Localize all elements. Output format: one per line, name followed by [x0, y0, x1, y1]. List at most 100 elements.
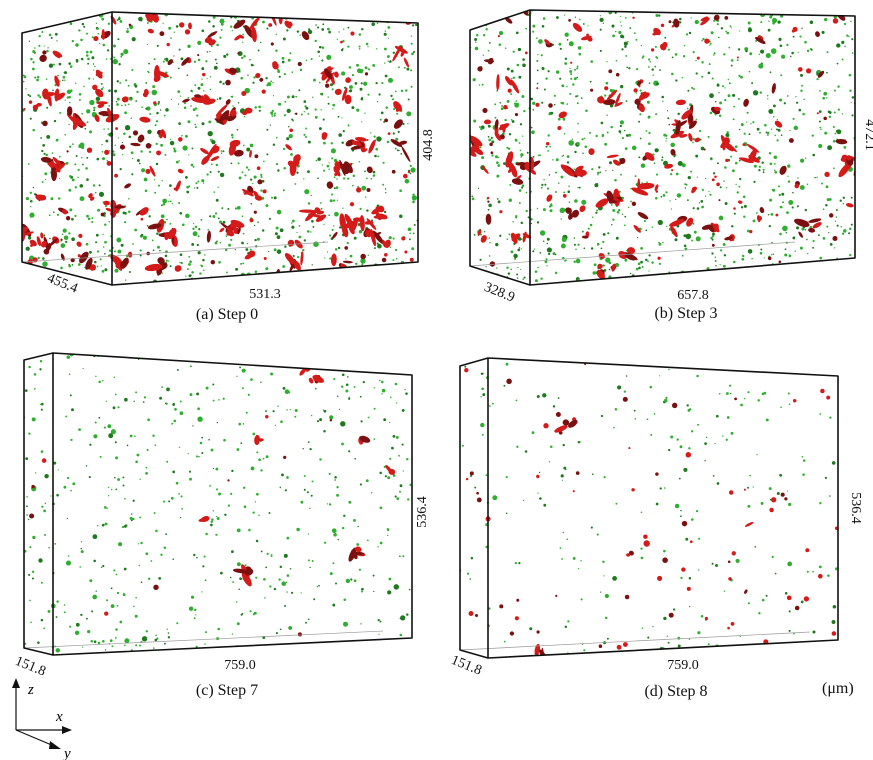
- green-particle: [282, 189, 285, 192]
- green-particle: [70, 89, 73, 92]
- green-particle: [214, 212, 218, 215]
- green-particle: [268, 250, 270, 253]
- green-particle: [625, 100, 628, 103]
- red-cluster: [334, 71, 339, 78]
- green-particle: [209, 138, 212, 141]
- red-particle: [156, 150, 162, 156]
- green-particle: [299, 34, 301, 36]
- green-particle: [829, 495, 831, 497]
- green-particle: [161, 386, 164, 389]
- green-particle: [108, 249, 112, 252]
- green-particle: [318, 55, 321, 57]
- green-particle: [617, 385, 622, 390]
- red-cluster: [207, 31, 218, 38]
- green-particle: [197, 407, 200, 411]
- green-particle: [749, 52, 753, 56]
- red-particle: [391, 169, 396, 174]
- green-particle: [661, 95, 664, 99]
- green-particle: [94, 260, 97, 264]
- green-particle: [393, 108, 396, 111]
- red-particle: [404, 250, 408, 254]
- green-particle: [562, 117, 564, 120]
- red-cluster: [815, 31, 820, 37]
- green-particle: [716, 162, 719, 165]
- green-particle: [139, 478, 141, 481]
- green-particle: [735, 558, 740, 563]
- box-side-face: [21, 11, 113, 286]
- red-cluster: [483, 119, 492, 125]
- green-particle: [783, 102, 786, 105]
- green-particle: [590, 526, 593, 529]
- green-particle: [507, 147, 511, 150]
- green-particle: [603, 575, 605, 577]
- green-particle: [112, 406, 116, 410]
- red-cluster: [342, 166, 350, 175]
- green-particle: [184, 102, 186, 105]
- red-cluster: [359, 435, 371, 443]
- green-particle: [151, 239, 154, 242]
- green-particle: [86, 54, 89, 57]
- red-particle: [265, 415, 269, 419]
- green-particle: [173, 419, 177, 423]
- green-particle: [336, 486, 339, 489]
- green-particle: [788, 280, 790, 282]
- green-particle: [348, 396, 350, 398]
- green-particle: [831, 370, 833, 372]
- green-particle: [613, 426, 615, 429]
- green-particle: [692, 222, 695, 225]
- green-particle: [564, 57, 568, 61]
- red-cluster: [499, 134, 505, 140]
- red-particle: [555, 412, 561, 417]
- green-particle: [32, 186, 35, 189]
- green-particle: [804, 157, 807, 159]
- green-particle: [131, 173, 134, 176]
- green-particle: [36, 78, 39, 82]
- green-particle: [139, 516, 142, 519]
- green-particle: [409, 164, 412, 168]
- green-particle: [218, 97, 222, 100]
- green-particle: [624, 17, 627, 19]
- red-cluster: [392, 46, 402, 62]
- green-particle: [486, 10, 488, 11]
- green-particle: [276, 163, 278, 166]
- green-particle: [718, 36, 720, 39]
- green-particle: [157, 184, 161, 187]
- green-particle: [160, 214, 165, 219]
- green-particle: [101, 17, 105, 21]
- green-particle: [91, 220, 94, 224]
- dim-z-label: 404.8: [421, 129, 436, 161]
- green-particle: [265, 267, 269, 271]
- green-particle: [670, 172, 673, 176]
- red-cluster: [210, 156, 220, 162]
- red-cluster: [401, 146, 411, 163]
- green-particle: [581, 199, 587, 205]
- green-particle: [284, 100, 287, 103]
- green-particle: [480, 127, 483, 131]
- red-cluster: [324, 68, 333, 80]
- green-particle: [739, 30, 741, 32]
- red-cluster: [849, 280, 855, 285]
- green-particle: [258, 109, 261, 112]
- green-particle: [126, 444, 129, 447]
- green-particle: [489, 405, 491, 407]
- green-particle: [152, 434, 155, 437]
- red-cluster: [774, 120, 783, 128]
- red-particle: [657, 256, 661, 260]
- green-particle: [568, 41, 574, 47]
- green-particle: [169, 200, 172, 203]
- red-particle: [509, 631, 515, 636]
- green-particle: [277, 405, 279, 407]
- green-particle: [215, 515, 218, 518]
- green-particle: [713, 52, 716, 55]
- green-particle: [234, 248, 237, 251]
- green-particle: [296, 527, 300, 532]
- green-particle: [700, 200, 704, 203]
- green-particle: [544, 183, 547, 186]
- green-particle: [236, 562, 241, 567]
- green-particle: [344, 272, 348, 276]
- green-particle: [707, 135, 710, 138]
- red-cluster: [120, 261, 125, 269]
- green-particle: [388, 577, 392, 581]
- green-particle: [741, 364, 746, 369]
- green-particle: [75, 155, 78, 157]
